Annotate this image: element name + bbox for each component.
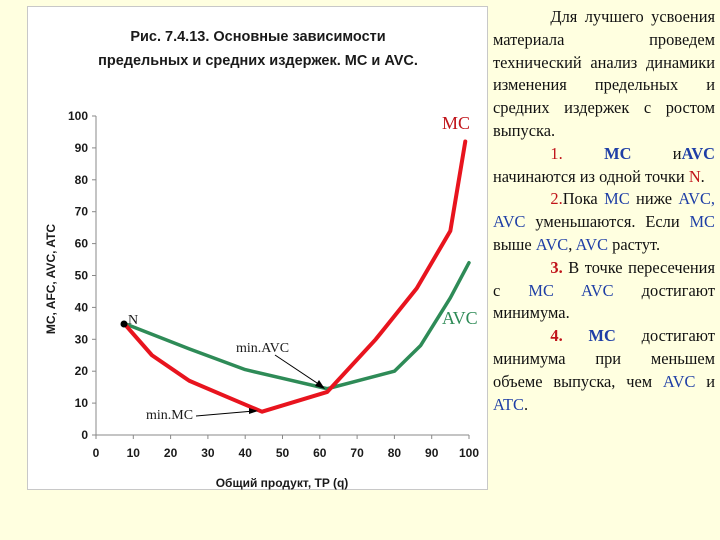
x-tick-label: 60 [313,446,327,460]
chart-title-line1: Рис. 7.4.13. Основные зависимости [130,29,385,45]
explanation-text: Для лучшего усвоения материала проведем … [493,6,715,416]
y-axis-label: MC, AFC, AVC, ATC [44,224,58,335]
y-tick-label: 60 [75,237,89,251]
paragraph-3: 3. В точке пересечения с MC AVC достигаю… [493,257,715,323]
y-tick-label: 50 [75,269,89,283]
y-tick-label: 30 [75,332,89,346]
x-tick-label: 10 [127,446,141,460]
x-tick-label: 20 [164,446,178,460]
x-tick-label: 100 [459,446,479,460]
x-tick-label: 0 [93,446,100,460]
y-tick-label: 40 [75,300,89,314]
y-tick-label: 70 [75,205,89,219]
paragraph-1: 1. MC иAVC начинаются из одной точки N. [493,143,715,186]
x-axis-label: Общий продукт, TP (q) [216,476,349,490]
avc-series-label: AVC [442,308,478,328]
min-avc-arrowhead [315,380,325,389]
series-line-avc [122,260,471,391]
chart-panel: Рис. 7.4.13. Основные зависимости предел… [27,6,488,490]
x-tick-label: 70 [350,446,364,460]
min-mc-arrow [195,410,255,417]
paragraph-intro: Для лучшего усвоения материала проведем … [493,7,715,140]
paragraph-2: 2.Пока MC ниже AVC, AVC уменьшаются. Есл… [493,189,715,254]
y-tick-label: 80 [75,173,89,187]
y-tick-label: 100 [68,109,88,123]
mc-series-label: MC [442,113,470,133]
point-n-label: N [128,313,138,328]
x-tick-label: 80 [388,446,402,460]
x-tick-label: 30 [201,446,215,460]
y-tick-label: 0 [81,428,88,442]
point-n-marker [120,320,128,328]
min-avc-label: min.AVC [236,341,289,356]
chart-title-line2: предельных и средних издержек. MC и AVC. [98,53,418,69]
min-mc-label: min.MC [146,408,193,423]
y-tick-label: 10 [75,396,89,410]
y-tick-label: 90 [75,141,89,155]
series-line-mc [121,139,468,414]
x-tick-label: 40 [239,446,253,460]
x-tick-label: 90 [425,446,439,460]
min-avc-arrow [274,354,324,388]
x-tick-label: 50 [276,446,290,460]
chart: Рис. 7.4.13. Основные зависимости предел… [44,29,479,490]
min-mc-arrowhead [249,408,258,414]
paragraph-4: 4. MC достигают минимума при меньшем объ… [493,326,715,414]
y-tick-label: 20 [75,364,89,378]
